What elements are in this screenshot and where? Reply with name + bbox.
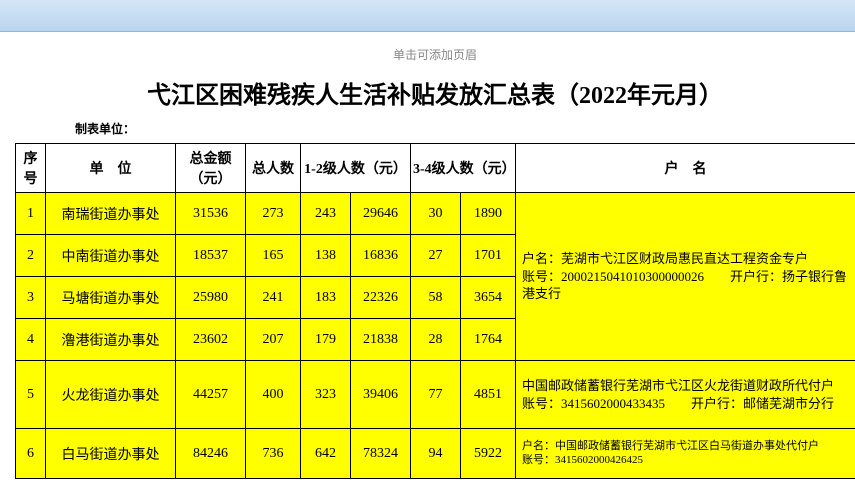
- document-page: 单击可添加页眉 弋江区困难残疾人生活补贴发放汇总表（2022年元月） 制表单位：…: [15, 40, 855, 479]
- cell-unit: 白马街道办事处: [46, 429, 176, 479]
- cell-unit: 南瑞街道办事处: [46, 193, 176, 235]
- table-row: 1 南瑞街道办事处 31536 273 243 29646 30 1890 户名…: [16, 193, 855, 235]
- cell-total: 241: [246, 277, 301, 319]
- col-total: 总人数: [246, 144, 301, 193]
- col-amt: 总金额（元）: [176, 144, 246, 193]
- cell-a12: 22326: [351, 277, 411, 319]
- cell-seq: 2: [16, 235, 46, 277]
- col-lvl12: 1-2级人数（元）: [301, 144, 411, 193]
- cell-total: 207: [246, 319, 301, 361]
- cell-amount: 31536: [176, 193, 246, 235]
- cell-seq: 5: [16, 361, 46, 429]
- app-ribbon: [0, 0, 855, 32]
- cell-a34: 1701: [461, 235, 516, 277]
- cell-seq: 3: [16, 277, 46, 319]
- cell-a34: 3654: [461, 277, 516, 319]
- document-viewport: 单击可添加页眉 弋江区困难残疾人生活补贴发放汇总表（2022年元月） 制表单位：…: [0, 32, 855, 500]
- cell-a34: 1764: [461, 319, 516, 361]
- cell-p12: 138: [301, 235, 351, 277]
- cell-p12: 323: [301, 361, 351, 429]
- cell-p34: 28: [411, 319, 461, 361]
- table-row: 6 白马街道办事处 84246 736 642 78324 94 5922 户名…: [16, 429, 855, 479]
- cell-amount: 18537: [176, 235, 246, 277]
- col-seq: 序号: [16, 144, 46, 193]
- cell-total: 736: [246, 429, 301, 479]
- cell-p34: 77: [411, 361, 461, 429]
- cell-p12: 183: [301, 277, 351, 319]
- cell-a34: 4851: [461, 361, 516, 429]
- cell-p12: 243: [301, 193, 351, 235]
- cell-seq: 1: [16, 193, 46, 235]
- cell-unit: 澛港街道办事处: [46, 319, 176, 361]
- cell-account-block1: 户名：芜湖市弋江区财政局惠民直达工程资金专户 账号：20002150410103…: [516, 193, 855, 361]
- cell-p34: 94: [411, 429, 461, 479]
- cell-p34: 30: [411, 193, 461, 235]
- cell-amount: 84246: [176, 429, 246, 479]
- subsidy-table: 序号 单 位 总金额（元） 总人数 1-2级人数（元） 3-4级人数（元） 户 …: [15, 143, 855, 479]
- cell-account-block2: 中国邮政储蓄银行芜湖市弋江区火龙街道财政所代付户 账号：341560200043…: [516, 361, 855, 429]
- cell-a34: 1890: [461, 193, 516, 235]
- cell-a12: 21838: [351, 319, 411, 361]
- table-header-row: 序号 单 位 总金额（元） 总人数 1-2级人数（元） 3-4级人数（元） 户 …: [16, 144, 855, 193]
- cell-seq: 4: [16, 319, 46, 361]
- page-title: 弋江区困难残疾人生活补贴发放汇总表（2022年元月）: [15, 67, 855, 120]
- cell-total: 400: [246, 361, 301, 429]
- cell-a12: 39406: [351, 361, 411, 429]
- cell-total: 273: [246, 193, 301, 235]
- meta-label: 制表单位：: [75, 122, 135, 136]
- col-lvl34: 3-4级人数（元）: [411, 144, 516, 193]
- cell-p12: 179: [301, 319, 351, 361]
- cell-a12: 16836: [351, 235, 411, 277]
- cell-unit: 中南街道办事处: [46, 235, 176, 277]
- cell-p34: 58: [411, 277, 461, 319]
- col-unit: 单 位: [46, 144, 176, 193]
- cell-p34: 27: [411, 235, 461, 277]
- cell-a12: 29646: [351, 193, 411, 235]
- cell-unit: 马塘街道办事处: [46, 277, 176, 319]
- cell-total: 165: [246, 235, 301, 277]
- cell-amount: 23602: [176, 319, 246, 361]
- cell-seq: 6: [16, 429, 46, 479]
- cell-a12: 78324: [351, 429, 411, 479]
- cell-amount: 44257: [176, 361, 246, 429]
- cell-account-block3: 户名：中国邮政储蓄银行芜湖市弋江区白马街道办事处代付户账号：3415602000…: [516, 429, 855, 479]
- cell-amount: 25980: [176, 277, 246, 319]
- cell-a34: 5922: [461, 429, 516, 479]
- col-acct: 户 名: [516, 144, 855, 193]
- table-row: 5 火龙街道办事处 44257 400 323 39406 77 4851 中国…: [16, 361, 855, 429]
- header-placeholder[interactable]: 单击可添加页眉: [15, 40, 855, 67]
- cell-p12: 642: [301, 429, 351, 479]
- table-body: 1 南瑞街道办事处 31536 273 243 29646 30 1890 户名…: [16, 193, 855, 479]
- cell-unit: 火龙街道办事处: [46, 361, 176, 429]
- meta-row: 制表单位：: [15, 120, 855, 143]
